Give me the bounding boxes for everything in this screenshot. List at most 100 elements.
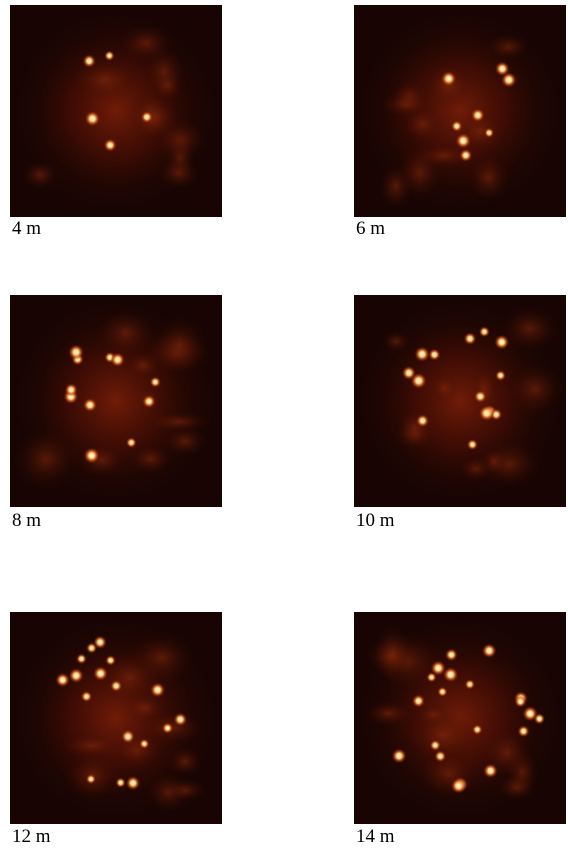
image-panel xyxy=(354,295,566,507)
haze xyxy=(508,364,562,415)
bright-spot xyxy=(110,680,122,692)
haze xyxy=(381,92,431,118)
bright-spot xyxy=(482,643,497,658)
haze xyxy=(379,164,413,209)
haze xyxy=(154,118,206,161)
haze xyxy=(60,733,123,758)
image-panel xyxy=(354,5,566,217)
bright-spot xyxy=(126,776,140,790)
haze xyxy=(382,331,410,351)
bright-spot xyxy=(434,750,446,762)
haze xyxy=(119,24,173,63)
bright-spot xyxy=(65,383,78,396)
haze xyxy=(364,701,413,727)
bright-spot xyxy=(162,722,173,733)
bright-spot xyxy=(392,749,407,764)
haze xyxy=(73,59,138,101)
bright-spot xyxy=(428,349,440,361)
bright-spot xyxy=(471,108,485,122)
bright-spot xyxy=(126,437,137,448)
bright-spot xyxy=(68,344,84,360)
bright-spot xyxy=(104,139,117,152)
bright-spot xyxy=(483,764,498,779)
bright-spot xyxy=(412,695,425,708)
bright-spot xyxy=(121,730,135,744)
bright-spot xyxy=(414,347,429,362)
bright-spot xyxy=(83,54,96,67)
bright-spot xyxy=(93,636,106,649)
bright-spot xyxy=(85,111,100,126)
bright-spot xyxy=(518,725,530,737)
panel-label: 4 m xyxy=(12,218,41,239)
panel-label: 8 m xyxy=(12,510,41,531)
haze xyxy=(77,443,126,477)
haze xyxy=(130,444,172,473)
bright-spot xyxy=(416,414,429,427)
haze xyxy=(22,161,59,189)
haze xyxy=(166,779,206,802)
haze xyxy=(431,374,458,403)
haze xyxy=(365,637,417,676)
bright-spot xyxy=(104,51,114,61)
bright-spot xyxy=(56,673,70,687)
bright-spot xyxy=(76,654,87,665)
bright-spot xyxy=(84,448,100,464)
bright-spot xyxy=(437,687,447,697)
haze xyxy=(15,429,77,489)
haze xyxy=(164,426,206,456)
image-panel xyxy=(10,612,222,824)
bright-spot xyxy=(464,332,477,345)
haze xyxy=(97,309,155,357)
bright-spot xyxy=(465,679,475,689)
bright-spot xyxy=(479,405,495,421)
bright-spot xyxy=(150,682,165,697)
bright-spot xyxy=(115,777,125,787)
image-panel xyxy=(10,5,222,217)
bright-spot xyxy=(150,377,161,388)
bright-spot xyxy=(139,739,149,749)
haze xyxy=(501,307,559,351)
image-panel xyxy=(10,295,222,507)
bright-spot xyxy=(69,668,84,683)
bright-spot xyxy=(456,133,471,148)
bright-spot xyxy=(474,390,486,402)
haze xyxy=(488,34,530,60)
haze xyxy=(397,408,432,446)
bright-spot xyxy=(141,111,153,123)
bright-spot xyxy=(445,649,458,662)
bright-spot xyxy=(484,128,494,138)
bright-spot xyxy=(479,326,490,337)
bright-spot xyxy=(443,667,458,682)
bright-spot xyxy=(430,740,441,751)
panel-label: 14 m xyxy=(356,826,395,847)
bright-spot xyxy=(494,335,509,350)
bright-spot xyxy=(86,774,96,784)
haze xyxy=(460,456,492,481)
haze xyxy=(468,154,509,202)
bright-spot xyxy=(451,778,466,793)
bright-spot xyxy=(534,713,545,724)
figure: 4 m6 m8 m10 m12 m14 m xyxy=(0,0,568,853)
haze xyxy=(169,747,202,777)
bright-spot xyxy=(83,398,97,412)
haze xyxy=(152,70,183,102)
bright-spot xyxy=(515,696,527,708)
image-panel xyxy=(354,612,566,824)
haze xyxy=(498,773,534,801)
bright-spot xyxy=(467,439,478,450)
bright-spot xyxy=(495,370,506,381)
haze xyxy=(158,156,198,189)
bright-spot xyxy=(142,395,155,408)
bright-spot xyxy=(451,120,462,131)
bright-spot xyxy=(81,691,92,702)
bright-spot xyxy=(459,149,472,162)
panel-label: 10 m xyxy=(356,510,395,531)
bright-spot xyxy=(110,352,125,367)
bright-spot xyxy=(495,62,510,77)
haze xyxy=(153,317,207,373)
bright-spot xyxy=(402,366,416,380)
panel-label: 12 m xyxy=(12,826,51,847)
bright-spot xyxy=(472,724,482,734)
bright-spot xyxy=(105,655,116,666)
bright-spot xyxy=(441,71,456,86)
